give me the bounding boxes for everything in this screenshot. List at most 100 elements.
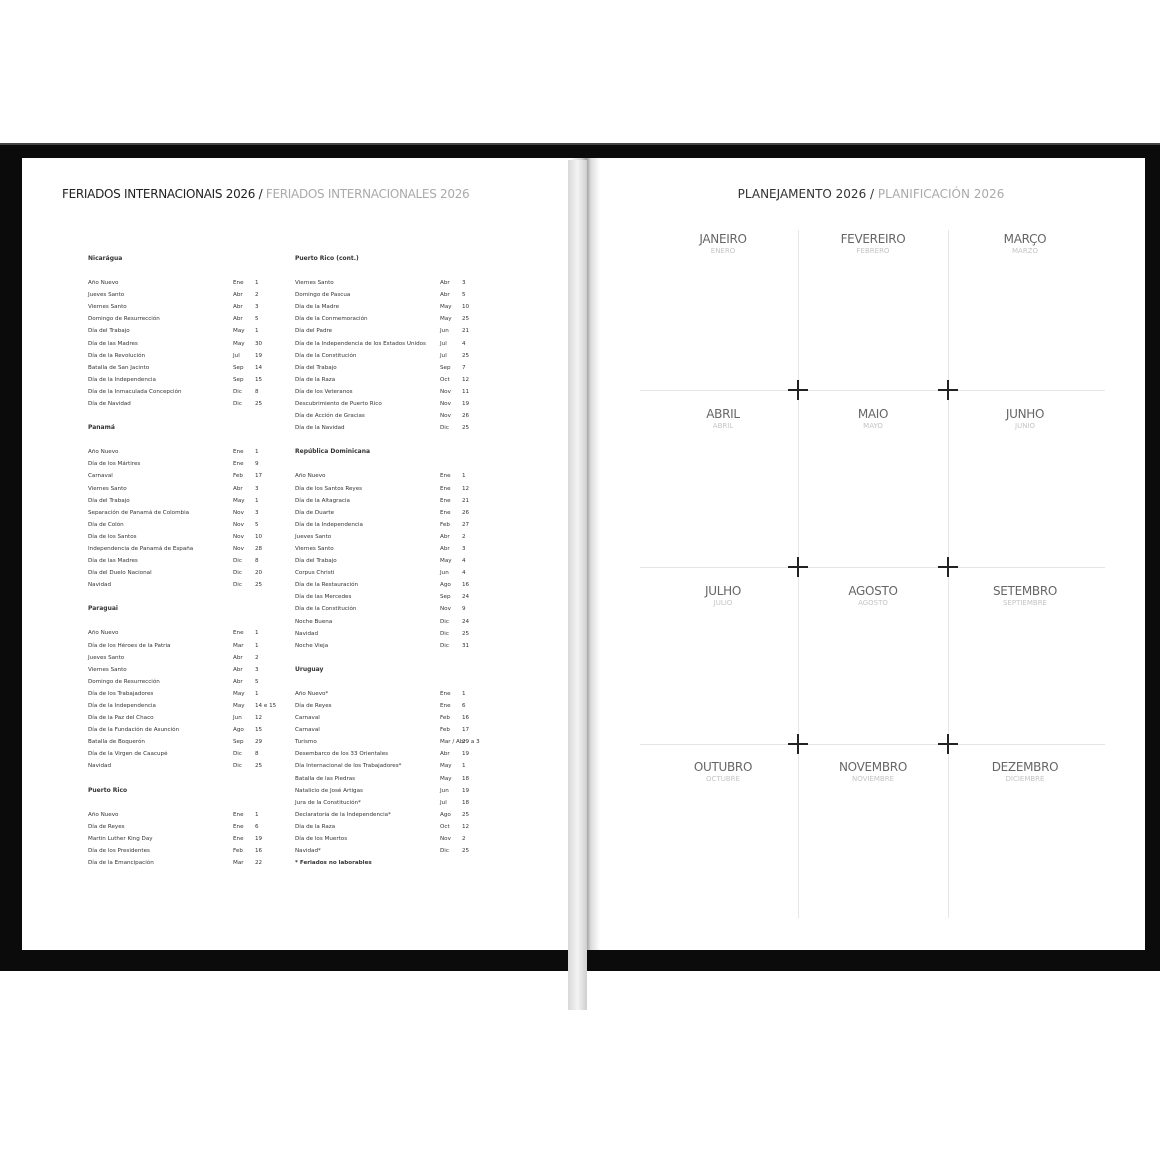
holiday-row: Carnaval Feb 16 (295, 712, 475, 724)
holiday-month: May (233, 328, 245, 335)
holiday-day: 1 (462, 690, 466, 697)
holiday-row: Día de los Santos Reyes Ene 12 (295, 483, 475, 495)
month-name-pt: DEZEMBRO (991, 760, 1059, 774)
month-name-es: JULIO (713, 599, 733, 607)
holiday-name: Día del Trabajo (295, 364, 337, 371)
section-heading: Paraguai (88, 605, 118, 613)
holiday-name: Día de la Altagracia (295, 497, 350, 504)
month-cell: MAIO MAYO (798, 407, 948, 430)
holiday-row: Día del Trabajo Sep 7 (295, 362, 475, 374)
holiday-month: May (233, 340, 245, 347)
holiday-day: 22 (255, 860, 263, 867)
month-name-pt: AGOSTO (848, 584, 898, 598)
holiday-month: Dic (233, 570, 242, 577)
holiday-month: Nov (233, 545, 244, 552)
grid-divider (640, 390, 1105, 391)
holiday-month: Jul (440, 799, 447, 806)
holiday-row: Día de las Madres Dic 8 (88, 555, 268, 567)
holiday-month: Ago (440, 582, 451, 589)
holiday-month: May (233, 690, 245, 697)
holiday-name: Corpus Christi (295, 570, 335, 577)
holiday-month: Dic (233, 763, 242, 770)
plus-icon (938, 557, 958, 577)
holiday-day: 2 (255, 654, 259, 661)
holiday-name: Viernes Santo (295, 545, 334, 552)
holiday-month: Ene (440, 497, 451, 504)
holiday-month: Dic (440, 642, 449, 649)
holiday-month: May (440, 558, 452, 565)
month-cell: JULHO JULIO (648, 584, 798, 607)
holiday-day: 2 (462, 533, 466, 540)
holiday-row: Día de la Raza Oct 12 (295, 821, 475, 833)
holiday-name: Carnaval (295, 715, 320, 722)
holiday-month: Abr (233, 292, 243, 299)
holiday-day: 12 (255, 715, 263, 722)
holiday-name: Turismo (295, 739, 317, 746)
holiday-month: Ene (440, 509, 451, 516)
holiday-day: 20 (255, 570, 263, 577)
holiday-row: Día de los Héroes de la Patria Mar 1 (88, 640, 268, 652)
holiday-month: Abr (440, 280, 450, 287)
holiday-month: Abr (440, 545, 450, 552)
holiday-row: Día de los Santos Nov 10 (88, 531, 268, 543)
holiday-month: Jul (440, 352, 447, 359)
holiday-row: Día de la Paz del Chaco Jun 12 (88, 712, 268, 724)
holiday-row: Día de Reyes Ene 6 (295, 700, 475, 712)
month-name-pt: JANEIRO (699, 232, 747, 246)
holiday-month: Sep (233, 364, 244, 371)
holiday-day: 19 (462, 751, 470, 758)
holiday-month: Dic (233, 582, 242, 589)
holiday-month: Nov (233, 509, 244, 516)
holiday-row: Viernes Santo Abr 3 (295, 543, 475, 555)
month-cell: ABRIL ABRIL (648, 407, 798, 430)
title-es: PLANIFICACIÓN 2026 (877, 187, 1005, 201)
holiday-section: República Dominicana Año Nuevo Ene 1 Día de … (295, 446, 475, 652)
holiday-name: Año Nuevo (88, 449, 119, 456)
holiday-row: Viernes Santo Abr 3 (88, 301, 268, 313)
holiday-month: Ene (440, 473, 451, 480)
left-page (22, 158, 575, 950)
holiday-name: Año Nuevo (88, 280, 119, 287)
holiday-row: Día de la Independencia Feb 27 (295, 519, 475, 531)
title-pt: FERIADOS INTERNACIONAIS 2026 / (62, 187, 263, 201)
holiday-name: Día de los Héroes de la Patria (88, 642, 171, 649)
holiday-row: Año Nuevo Ene 1 (88, 277, 268, 289)
holiday-day: 21 (462, 497, 470, 504)
holiday-month: Ene (233, 823, 244, 830)
holiday-row: Domingo de Resurrección Abr 5 (88, 313, 268, 325)
holiday-name: Día del Duelo Nacional (88, 570, 152, 577)
holiday-month: Nov (440, 401, 451, 408)
holiday-month: Ago (233, 727, 244, 734)
section-heading: Uruguay (295, 665, 324, 673)
holiday-name: Día de la Independencia (295, 521, 363, 528)
holiday-name: Día de Duarte (295, 509, 335, 516)
holiday-day: 17 (255, 473, 263, 480)
month-name-pt: NOVEMBRO (839, 760, 907, 774)
holiday-day: 1 (462, 473, 466, 480)
holiday-row: Declaratoria de la Independencia* Ago 25 (295, 809, 475, 821)
holiday-day: 1 (462, 763, 466, 770)
holiday-section: Paraguai Año Nuevo Ene 1 Día de los Héroes d… (88, 603, 276, 772)
holiday-name: Día de los Trabajadores (88, 690, 154, 697)
holiday-day: 1 (255, 642, 259, 649)
holiday-name: Declaratoria de la Independencia* (295, 811, 391, 818)
holiday-name: Carnaval (88, 473, 113, 480)
holiday-name: Día de la Fundación de Asunción (88, 727, 180, 734)
holiday-name: Día de los Presidentes (88, 847, 150, 854)
holiday-month: Feb (440, 715, 450, 722)
holiday-row: Día de Acción de Gracias Nov 26 (295, 410, 475, 422)
holiday-row: Día de la Fundación de Asunción Ago 15 (88, 724, 268, 736)
holiday-row: Desembarco de los 33 Orientales Abr 19 (295, 748, 475, 760)
holiday-section: Puerto Rico Año Nuevo Ene 1 Día de Reyes Ene 6… (88, 785, 268, 870)
holiday-name: Día de los Veteranos (295, 388, 353, 395)
holiday-section: Panamá Año Nuevo Ene 1 Día de los Mártires En… (88, 422, 268, 591)
ribbon-bookmark (568, 160, 587, 1010)
holiday-name: Jueves Santo (88, 654, 125, 661)
month-name-pt: MAIO (857, 407, 889, 421)
holiday-month: Ene (233, 280, 244, 287)
holiday-name: Jueves Santo (88, 292, 125, 299)
holiday-row: Batalla de Boquerón Sep 29 (88, 736, 268, 748)
holiday-row: Jueves Santo Abr 2 (88, 652, 268, 664)
holiday-month: Feb (440, 521, 450, 528)
holiday-month: Abr (233, 316, 243, 323)
